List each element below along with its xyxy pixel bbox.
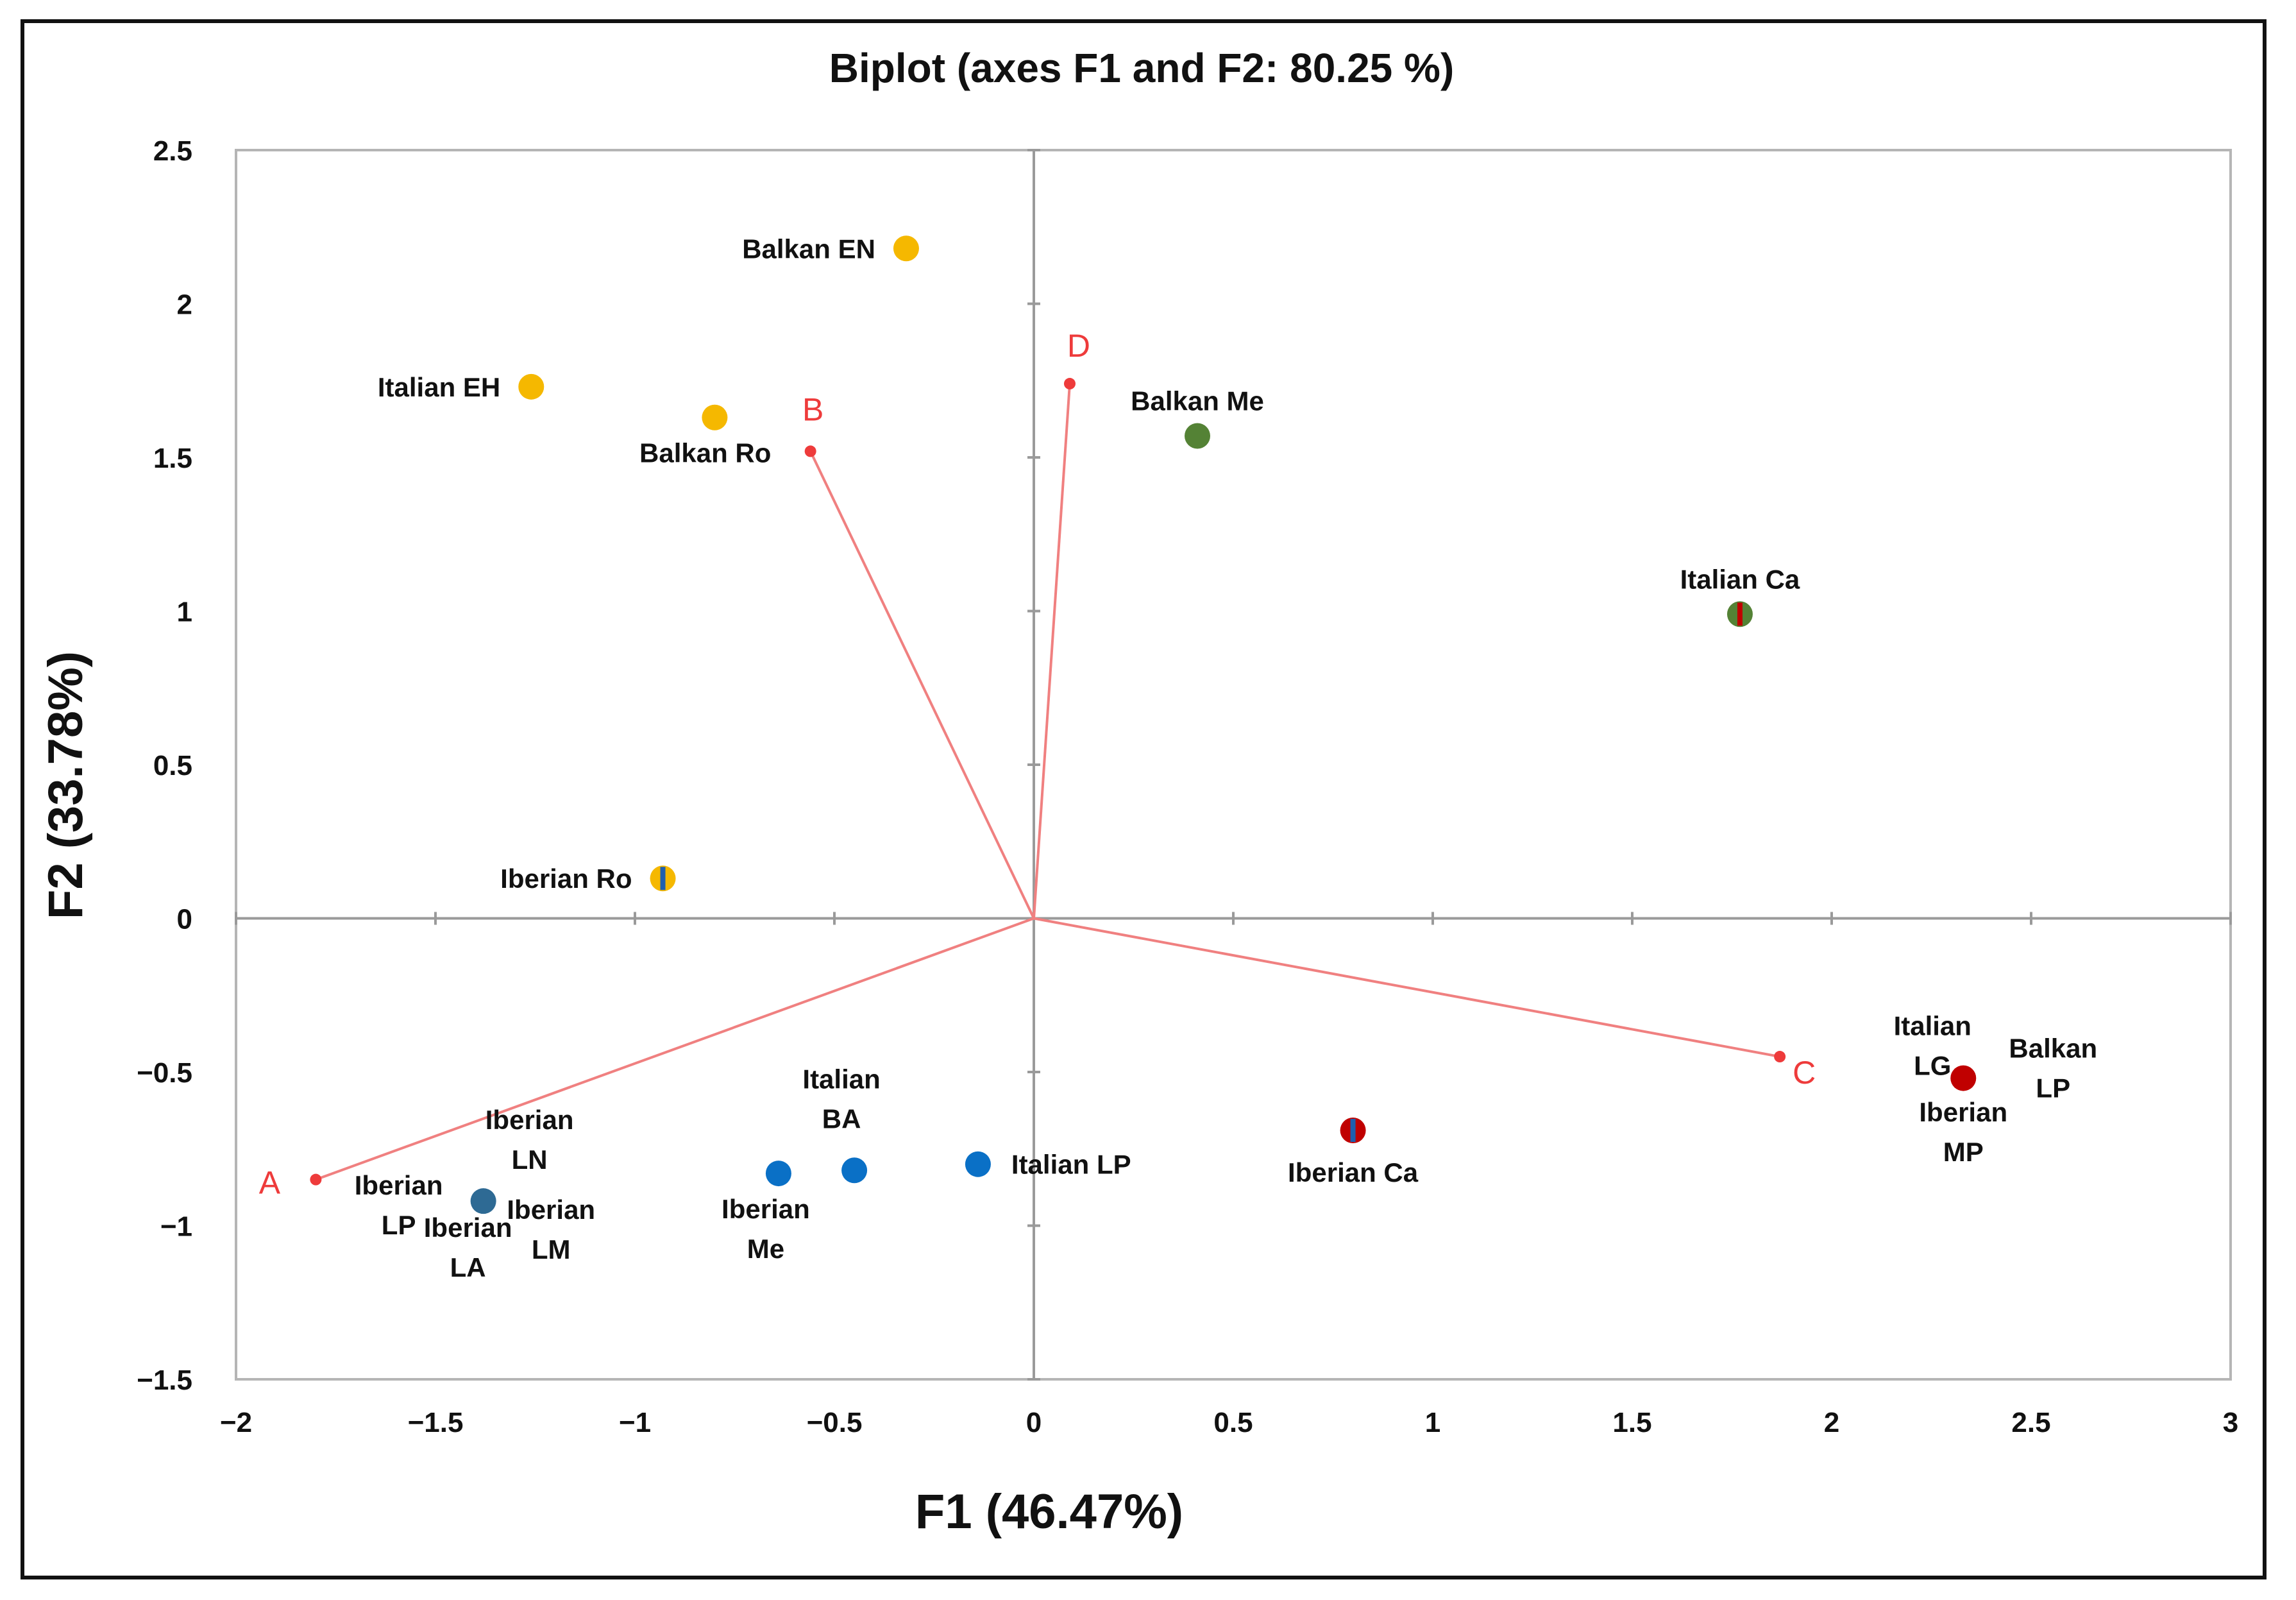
point-balkan-lp-marker xyxy=(1950,1065,1977,1091)
y-tick-label: −1.5 xyxy=(137,1365,192,1396)
point-iberian-ca-marker-stripe xyxy=(1350,1119,1356,1143)
x-tick-label: −1.5 xyxy=(408,1407,464,1438)
chart-title: Biplot (axes F1 and F2: 80.25 %) xyxy=(829,45,1455,91)
point-iberian-ro-label: Iberian Ro xyxy=(500,864,632,894)
x-tick-label: −1 xyxy=(619,1407,651,1438)
point-balkan-me-label: Balkan Me xyxy=(1131,386,1264,416)
point-italian-ca-label: Italian Ca xyxy=(1680,564,1800,594)
y-tick-label: 0.5 xyxy=(153,750,192,781)
point-iberian-me-label: Iberian Me xyxy=(722,1194,810,1264)
point-italian-ba-label: Italian BA xyxy=(802,1064,880,1134)
x-tick-label: 2.5 xyxy=(2011,1407,2050,1438)
point-iberian-ro-marker-stripe xyxy=(660,867,666,890)
point-italian-eh-label: Italian EH xyxy=(378,372,500,402)
y-tick-label: 1 xyxy=(177,597,192,628)
vector-a-line xyxy=(315,917,1034,1181)
y-tick-label: 2.5 xyxy=(153,135,192,167)
point-balkan-ro-marker xyxy=(702,404,728,430)
vector-d-tip xyxy=(1063,378,1076,390)
y-tick-label: 1.5 xyxy=(153,443,192,474)
vector-c-label: C xyxy=(1793,1055,1816,1091)
vector-d-line xyxy=(1033,383,1071,919)
point-iberian-ca-label: Iberian Ca xyxy=(1288,1157,1419,1187)
label-iberian-lm: Iberian LM xyxy=(507,1195,595,1264)
y-tick-label: 0 xyxy=(177,904,192,935)
x-tick-label: 0.5 xyxy=(1213,1407,1253,1438)
vector-c-tip xyxy=(1774,1051,1786,1063)
figure-frame xyxy=(21,19,2266,1579)
y-tick-label: −0.5 xyxy=(137,1057,192,1089)
vector-a-tip xyxy=(310,1173,322,1186)
x-tick-label: −0.5 xyxy=(807,1407,863,1438)
point-iberian-lp-label: Iberian LP xyxy=(355,1170,443,1240)
point-iberian-lp-marker xyxy=(470,1188,496,1214)
vector-b-tip xyxy=(804,445,816,457)
x-tick-label: 0 xyxy=(1026,1407,1042,1438)
point-italian-lp-label: Italian LP xyxy=(1011,1150,1131,1180)
point-balkan-lp-label: Balkan LP xyxy=(2009,1034,2097,1103)
x-tick-label: −2 xyxy=(220,1407,252,1438)
vector-d-label: D xyxy=(1067,328,1090,364)
x-axis-title: F1 (46.47%) xyxy=(915,1485,1183,1539)
point-balkan-en-marker xyxy=(893,235,919,262)
vector-b-line xyxy=(809,450,1035,919)
point-italian-lp-marker xyxy=(965,1151,991,1177)
y-tick-label: 2 xyxy=(177,289,192,321)
y-tick-label: −1 xyxy=(160,1211,192,1243)
plot-area: −2 −1.5 −1 −0.5 0 0.5 1 1.5 2 2.5 3 −1.5 −1 −0.5 0 0.5 1… xyxy=(137,135,2238,1438)
vector-b-label: B xyxy=(802,391,823,427)
point-italian-eh-marker xyxy=(518,373,544,400)
label-iberian-mp: Iberian MP xyxy=(1919,1097,2007,1167)
x-tick-label: 1.5 xyxy=(1612,1407,1651,1438)
vector-a-label: A xyxy=(259,1165,281,1201)
point-balkan-me-marker xyxy=(1185,423,1211,449)
point-balkan-ro-label: Balkan Ro xyxy=(639,438,771,468)
label-iberian-la: Iberian LA xyxy=(424,1213,512,1282)
plot-border xyxy=(235,149,2232,1381)
x-tick-label: 2 xyxy=(1824,1407,1839,1438)
x-tick-label: 3 xyxy=(2223,1407,2238,1438)
label-iberian-ln: Iberian LN xyxy=(485,1105,574,1175)
label-italian-lg: Italian LG xyxy=(1894,1010,1971,1080)
x-tick-label: 1 xyxy=(1425,1407,1440,1438)
point-italian-ca-marker-stripe xyxy=(1737,602,1743,626)
y-axis-title: F2 (33.78%) xyxy=(38,651,93,919)
vector-c-line xyxy=(1033,917,1780,1059)
point-balkan-en-label: Balkan EN xyxy=(742,234,875,264)
point-italian-ba-marker xyxy=(841,1157,868,1184)
point-iberian-me-marker xyxy=(765,1161,791,1187)
